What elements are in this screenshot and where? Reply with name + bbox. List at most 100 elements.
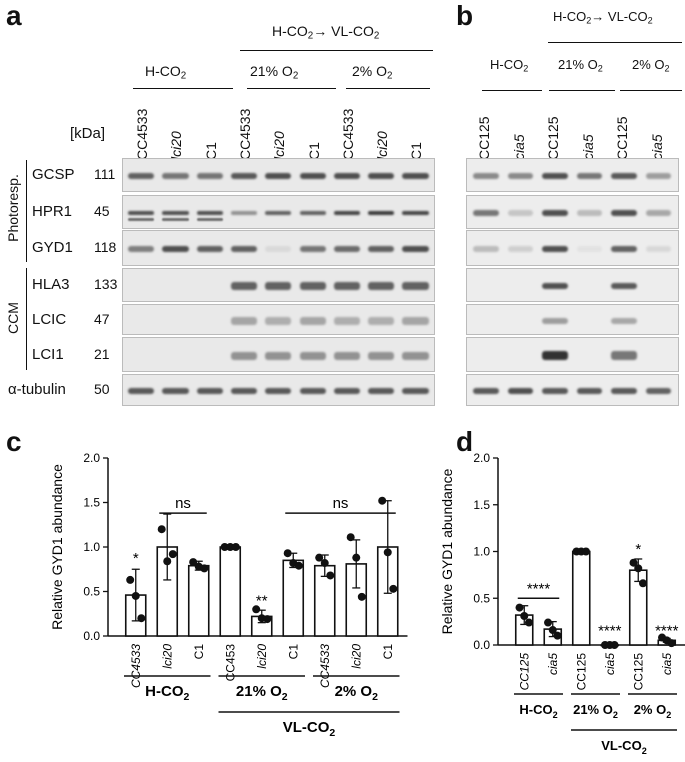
category-label: cia5 <box>546 653 560 675</box>
blot-b-band <box>576 388 602 394</box>
blot-a-band <box>196 173 223 179</box>
y-axis-label: Relative GYD1 abundance <box>439 468 455 634</box>
blot-b-band <box>507 388 533 394</box>
blot-a-protein-label: LCIC <box>32 310 67 328</box>
blot-a-band <box>230 316 258 325</box>
data-point <box>252 605 261 614</box>
blot-b-band <box>645 388 671 394</box>
blot-a-band <box>333 173 361 179</box>
blot-b-band <box>507 210 533 216</box>
blot-b-band <box>542 283 568 289</box>
blot-b-band <box>473 246 499 252</box>
blot-a-band <box>196 218 223 221</box>
group-label: 21% O2 <box>236 683 288 703</box>
blot-b-band <box>542 351 568 360</box>
data-point <box>389 584 398 593</box>
blot-a-strip <box>122 195 435 229</box>
data-point <box>220 543 229 551</box>
blot-a-band <box>299 316 326 325</box>
blot-a-protein-label: α-tubulin <box>8 381 66 398</box>
blot-a-band <box>368 173 395 179</box>
blot-b-group-21: 21% O2 <box>558 57 603 74</box>
blot-a-band <box>162 388 189 394</box>
category-label: CC125 <box>631 653 645 691</box>
data-point <box>200 564 209 573</box>
category-label: C1 <box>286 644 300 660</box>
blot-b-strip <box>466 304 679 335</box>
bar <box>187 564 210 637</box>
blot-a-band <box>368 211 395 215</box>
blot-b-band <box>542 173 568 179</box>
blot-a-band <box>333 211 361 215</box>
group-label: VL-CO2 <box>601 738 647 756</box>
blot-b-band <box>542 246 568 252</box>
y-tick-label: 2.0 <box>83 451 100 465</box>
blot-a-band <box>265 351 292 360</box>
data-point <box>357 592 366 601</box>
blot-a-band <box>196 388 223 394</box>
data-point <box>226 543 235 551</box>
blot-b-strip <box>466 374 679 406</box>
blot-b-group-hco2: H-CO2 <box>490 57 529 74</box>
blot-a-kda-label: 21 <box>94 345 110 362</box>
blot-a-band <box>299 282 326 290</box>
blot-a-band <box>368 351 395 360</box>
blot-a-band <box>368 282 395 290</box>
blot-a-band <box>128 218 155 221</box>
group-label: 2% O2 <box>335 683 379 703</box>
blot-b-band <box>473 173 499 179</box>
blot-a-band <box>265 246 292 252</box>
panel-letter-c: c <box>6 426 22 457</box>
significance-label: **** <box>598 623 622 640</box>
blot-b-band <box>645 210 671 216</box>
data-point <box>189 558 198 567</box>
group-label: VL-CO2 <box>283 719 336 739</box>
blot-a-band <box>402 316 429 325</box>
significance-label: * <box>635 541 641 558</box>
blot-a-band <box>333 282 361 290</box>
blot-b-strip <box>466 230 679 266</box>
data-point <box>157 525 166 534</box>
blot-a-band <box>265 316 292 325</box>
kda-label: [kDa] <box>70 125 106 142</box>
blot-a-group-21: 21% O2 <box>250 63 299 82</box>
blot-a-band <box>402 351 429 360</box>
blot-a-band <box>333 388 361 394</box>
bar <box>219 546 242 637</box>
blot-b-band <box>507 246 533 252</box>
blot-b-band <box>611 317 637 324</box>
data-point <box>544 618 553 627</box>
blot-a-band <box>196 211 223 215</box>
chart-c: 0.0 0.5 1.0 1.5 2.0 Relative GYD1 abundance CC… <box>49 451 408 739</box>
blot-a-band <box>162 173 189 179</box>
y-tick-label: 2.0 <box>473 451 490 465</box>
blot-b-group-2: 2% O2 <box>632 57 670 74</box>
blot-b-band <box>576 210 602 216</box>
blot-a-strip <box>122 158 435 192</box>
blot-a-strip <box>122 230 435 266</box>
blot-a-band <box>128 246 155 252</box>
blot-a-band <box>265 388 292 394</box>
data-point <box>231 543 240 551</box>
y-tick-label: 1.5 <box>473 498 490 512</box>
section-photoresp-line <box>26 160 27 262</box>
data-point <box>320 559 329 568</box>
data-point <box>638 579 647 588</box>
blot-a-kda-label: 50 <box>94 381 110 397</box>
data-point <box>520 612 529 621</box>
data-point <box>610 641 619 649</box>
blot-a-kda-label: 118 <box>94 239 117 255</box>
significance-label: ** <box>256 593 268 610</box>
group-label: 21% O2 <box>573 702 618 720</box>
data-point <box>634 564 643 573</box>
significance-label: ns <box>333 495 349 512</box>
data-point <box>581 547 590 556</box>
blot-b-band <box>611 246 637 252</box>
y-tick-label: 0.5 <box>473 591 490 605</box>
blot-b-band <box>611 351 637 360</box>
blot-a-band <box>162 218 189 221</box>
blot-a-protein-label: HLA3 <box>32 276 70 293</box>
blot-a-band <box>299 173 326 179</box>
blot-a-kda-label: 45 <box>94 203 110 219</box>
